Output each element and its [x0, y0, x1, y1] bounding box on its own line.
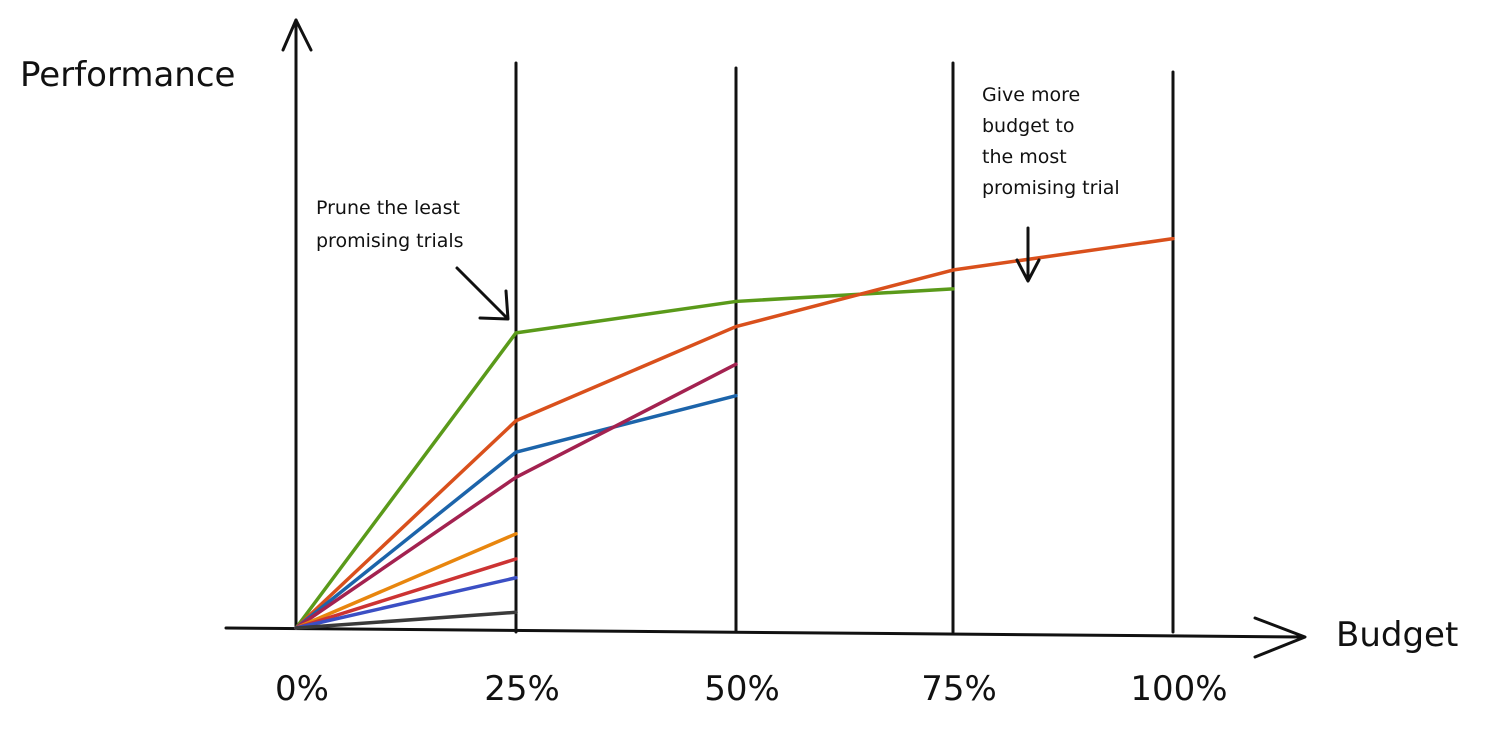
x-tick-labels: 0% 25% 50% 75% 100% [275, 669, 1228, 709]
give-annotation-line-2: budget to [982, 115, 1074, 137]
trial-series-line-2 [294, 236, 1175, 630]
trial-series-line-1 [294, 287, 955, 630]
give-arrow [1015, 226, 1041, 283]
budget-gridlines [514, 61, 1175, 634]
prune-annotation-line-2: promising trials [316, 230, 464, 252]
x-axis-title: Budget [1336, 615, 1458, 655]
trial-series-line-8 [294, 610, 518, 630]
x-axis [224, 616, 1307, 659]
trial-series-line-4 [294, 362, 738, 630]
y-axis [281, 18, 313, 630]
y-axis-title: Performance [20, 55, 235, 95]
x-tick-label-75: 75% [921, 669, 997, 709]
prune-annotation: Prune the least promising trials [316, 197, 464, 252]
prune-annotation-line-1: Prune the least [316, 197, 460, 219]
x-tick-label-25: 25% [484, 669, 560, 709]
give-annotation-line-4: promising trial [982, 177, 1120, 199]
series-lines [294, 236, 1175, 630]
trial-series-line-7 [294, 576, 518, 630]
give-annotation-line-3: the most [982, 146, 1067, 168]
x-tick-label-50: 50% [704, 669, 780, 709]
prune-arrow [455, 266, 510, 321]
give-annotation-line-1: Give more [982, 84, 1080, 106]
trial-series-line-3 [294, 393, 738, 630]
x-tick-label-0: 0% [275, 669, 329, 709]
trial-series-line-5 [294, 532, 518, 630]
x-tick-label-100: 100% [1130, 669, 1227, 709]
trial-series-line-6 [294, 557, 518, 630]
give-budget-annotation: Give more budget to the most promising t… [982, 84, 1120, 199]
